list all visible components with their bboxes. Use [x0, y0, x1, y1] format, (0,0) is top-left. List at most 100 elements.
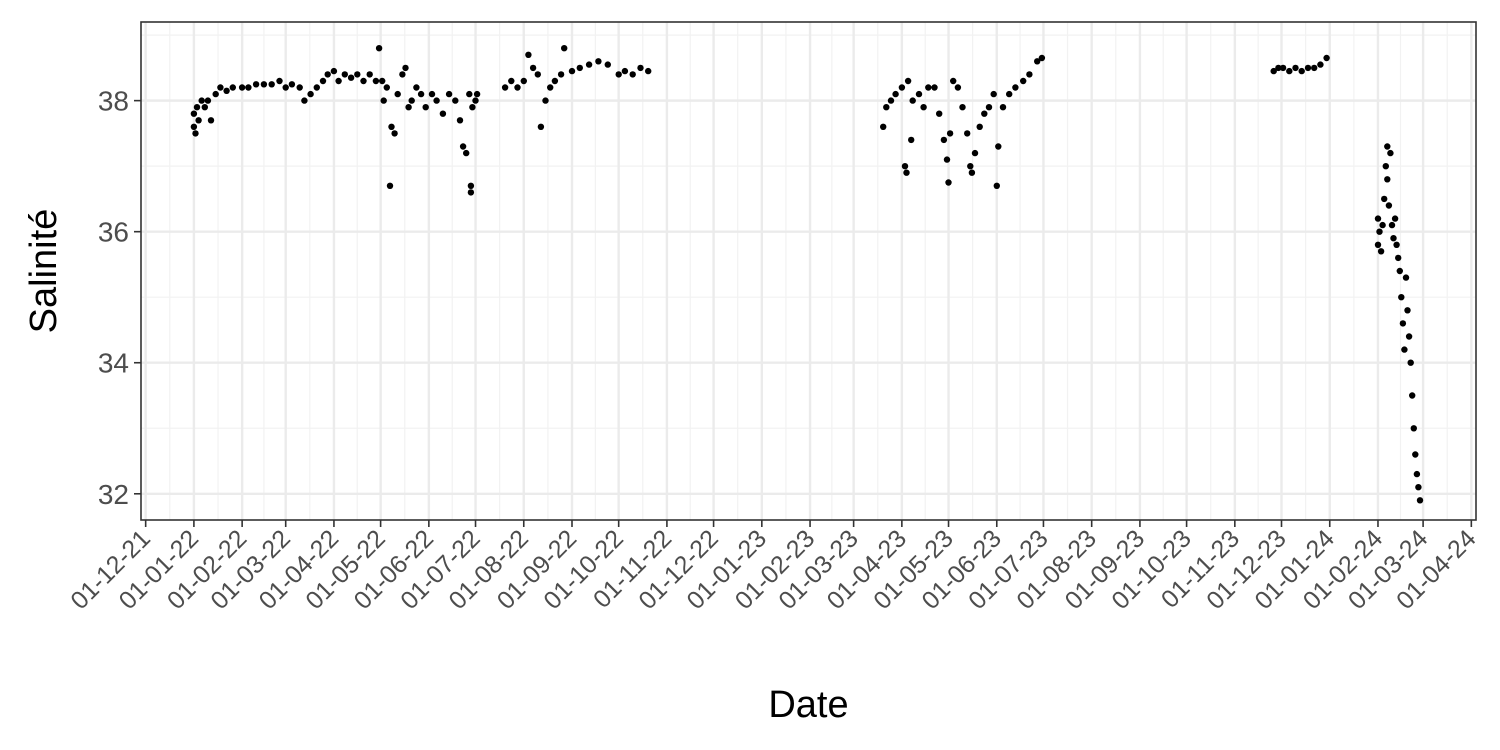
data-point	[950, 77, 957, 85]
data-point	[190, 110, 198, 117]
data-point	[931, 84, 938, 91]
data-point	[1388, 221, 1396, 229]
data-point	[252, 81, 260, 88]
data-point	[557, 71, 565, 78]
data-point	[201, 104, 208, 111]
data-point	[1038, 54, 1046, 62]
data-point	[379, 77, 386, 85]
data-point	[946, 130, 954, 137]
data-point	[1405, 333, 1413, 340]
data-point	[380, 97, 387, 104]
data-point	[238, 84, 246, 91]
data-point	[520, 77, 527, 85]
data-point	[1376, 228, 1383, 235]
data-point	[360, 77, 367, 85]
data-point	[1385, 202, 1393, 209]
data-point	[335, 77, 342, 85]
data-point	[576, 64, 583, 72]
data-point	[940, 136, 948, 144]
data-point	[1026, 71, 1033, 78]
data-point	[408, 97, 415, 104]
data-point	[372, 77, 380, 85]
data-point	[1401, 346, 1408, 353]
data-point	[615, 71, 622, 78]
minor-gridlines	[141, 22, 1476, 520]
y-tick-label: 32	[98, 479, 129, 510]
data-point	[1407, 359, 1414, 366]
data-point	[959, 104, 966, 111]
data-point	[1286, 67, 1293, 75]
data-point	[1390, 235, 1397, 242]
data-point	[964, 130, 971, 137]
data-point	[1379, 221, 1386, 229]
data-point	[459, 143, 467, 150]
data-point	[909, 97, 916, 104]
data-point	[307, 90, 314, 98]
data-point	[551, 77, 559, 85]
data-point	[268, 81, 275, 88]
data-point	[1409, 392, 1416, 399]
data-point	[296, 84, 303, 91]
data-point	[466, 90, 473, 98]
y-tick-label: 36	[98, 217, 129, 248]
data-point	[366, 71, 373, 78]
data-point	[456, 117, 464, 124]
data-point	[1402, 274, 1410, 281]
data-point	[192, 130, 199, 137]
data-point	[537, 123, 545, 130]
data-point	[330, 67, 338, 75]
data-point	[915, 90, 923, 98]
data-point	[1393, 241, 1400, 248]
data-point	[467, 182, 475, 189]
data-point	[207, 117, 215, 124]
data-point	[229, 84, 236, 91]
data-point	[193, 104, 201, 111]
data-point	[904, 77, 912, 85]
data-point	[1410, 425, 1418, 432]
y-tick-label: 38	[98, 86, 129, 117]
data-point	[995, 143, 1002, 150]
data-point	[880, 123, 887, 130]
data-point	[1270, 67, 1277, 75]
data-point	[1391, 215, 1399, 222]
data-point	[561, 45, 568, 52]
data-point	[198, 97, 205, 104]
data-point	[954, 84, 962, 91]
data-point	[428, 90, 436, 98]
data-point	[967, 163, 974, 170]
y-axis-title: Salinité	[23, 209, 65, 334]
data-point	[467, 189, 475, 196]
data-point	[990, 90, 997, 98]
data-point	[288, 81, 296, 88]
data-point	[463, 149, 470, 157]
data-point	[347, 74, 355, 81]
data-point	[993, 182, 1000, 189]
data-point	[1034, 58, 1041, 65]
data-point	[1323, 54, 1330, 62]
data-point	[883, 104, 890, 111]
data-point	[501, 84, 509, 91]
data-point	[645, 67, 652, 75]
data-points	[190, 45, 1424, 504]
data-point	[394, 90, 401, 98]
data-point	[901, 163, 909, 170]
data-point	[529, 64, 537, 72]
data-point	[1377, 248, 1385, 255]
data-point	[399, 71, 406, 78]
data-point	[971, 149, 979, 157]
data-point	[422, 104, 429, 111]
data-point	[908, 136, 915, 144]
data-point	[1416, 497, 1424, 504]
data-point	[391, 130, 398, 137]
data-point	[1381, 195, 1388, 203]
data-point	[388, 123, 395, 130]
data-point	[313, 84, 320, 91]
data-point	[985, 104, 993, 111]
data-point	[595, 58, 602, 65]
data-point	[1384, 176, 1391, 183]
data-point	[245, 84, 252, 91]
data-point	[204, 97, 212, 104]
data-point	[1396, 267, 1404, 275]
data-point	[1399, 320, 1407, 327]
